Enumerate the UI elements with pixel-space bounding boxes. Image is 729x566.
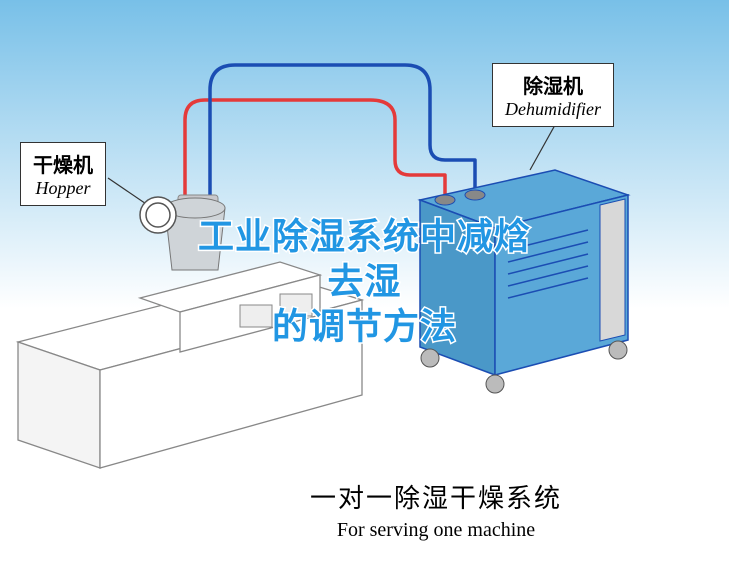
dehumidifier-label-en: Dehumidifier xyxy=(505,99,601,120)
watermark-line1: 工业除湿系统中减焓去湿 xyxy=(198,215,531,301)
caption-en: For serving one machine xyxy=(310,519,562,542)
diagram-container: 干燥机 Hopper 除湿机 Dehumidifier 一对一除湿干燥系统 Fo… xyxy=(0,0,729,561)
hopper-label-en: Hopper xyxy=(33,178,93,199)
leader-line-dehum xyxy=(530,125,555,170)
hopper-label: 干燥机 Hopper xyxy=(20,142,106,206)
caption-cn: 一对一除湿干燥系统 xyxy=(310,478,562,515)
dehumidifier-label-cn: 除湿机 xyxy=(505,70,601,99)
dehumidifier-label: 除湿机 Dehumidifier xyxy=(492,63,614,127)
watermark-line2: 的调节方法 xyxy=(272,305,457,346)
watermark-text: 工业除湿系统中减焓去湿 的调节方法 xyxy=(182,213,547,348)
pipe-red xyxy=(185,100,445,205)
pipe-blue xyxy=(210,65,475,200)
caption: 一对一除湿干燥系统 For serving one machine xyxy=(310,478,562,542)
hopper-label-cn: 干燥机 xyxy=(33,149,93,178)
